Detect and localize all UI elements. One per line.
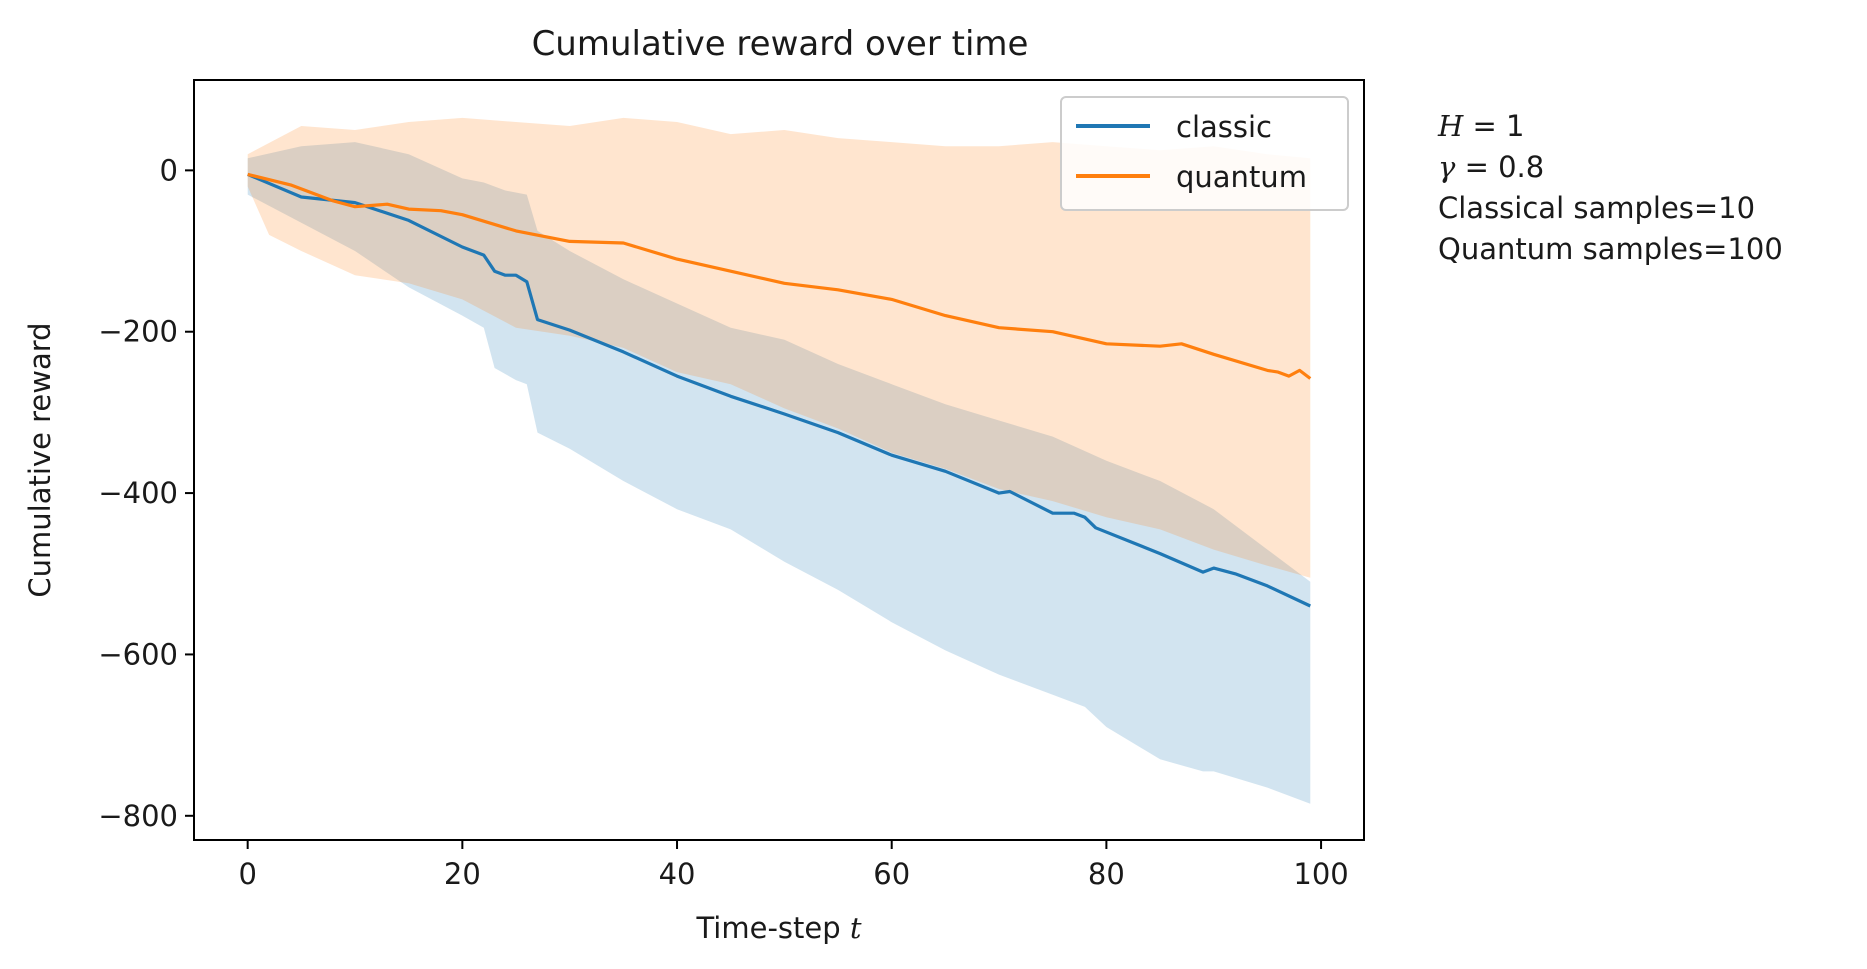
x-tick-label: 60 [873,857,910,891]
y-axis-label: Cumulative reward [23,322,57,597]
line-quantum [247,172,1312,380]
y-tick-label: −200 [98,315,178,349]
annotation-h-var: H [1438,109,1464,143]
plot-area [247,117,1312,804]
x-axis-label: Time-step t [695,911,861,945]
chart-title: Cumulative reward over time [532,24,1029,64]
y-tick-label: 0 [160,153,178,187]
x-tick-label: 20 [444,857,481,891]
annotation-h-value: = 1 [1472,109,1525,143]
legend: classic quantum [1060,96,1349,211]
annotation-h: H = 1 [1438,106,1524,147]
band-quantum [247,117,1311,578]
axes-frame [193,79,1365,841]
x-tick-label: 0 [238,857,256,891]
axis-ticks: 0 20 40 60 80 100 0 −200 −400 −600 −800 [98,153,1348,891]
y-tick-label: −800 [98,799,178,833]
annotation-gamma-value: = 0.8 [1464,150,1545,184]
line-classic [247,172,1311,608]
annotation-gamma: γ = 0.8 [1438,147,1544,188]
annotation-quantum-samples: Quantum samples=100 [1438,232,1783,266]
legend-label-quantum: quantum [1176,160,1307,194]
legend-label-classic: classic [1176,110,1272,144]
y-tick-label: −400 [98,476,178,510]
annotation-classical-samples: Classical samples=10 [1438,191,1756,225]
x-tick-label: 100 [1293,857,1348,891]
annotation-gamma-var: γ [1438,150,1456,184]
y-tick-label: −600 [98,637,178,671]
x-tick-label: 40 [659,857,696,891]
x-tick-label: 80 [1088,857,1125,891]
band-classic [247,142,1311,804]
